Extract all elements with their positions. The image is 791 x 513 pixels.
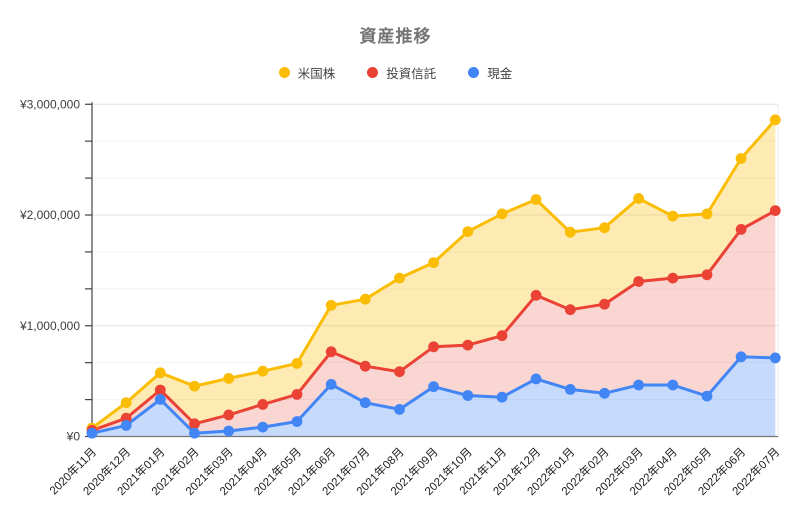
data-point[interactable] — [86, 427, 98, 439]
legend-label: 米国株 — [297, 67, 336, 81]
data-point[interactable] — [735, 224, 747, 235]
mutual-funds-swatch-icon — [367, 67, 379, 78]
data-point[interactable] — [189, 418, 200, 430]
data-point[interactable] — [633, 379, 644, 391]
data-point[interactable] — [701, 390, 713, 402]
data-point[interactable] — [599, 222, 610, 234]
data-point[interactable] — [564, 384, 576, 395]
data-point[interactable] — [394, 272, 405, 284]
data-point[interactable] — [154, 384, 166, 396]
data-point[interactable] — [735, 351, 747, 363]
data-point[interactable] — [667, 272, 679, 284]
data-point[interactable] — [496, 391, 508, 403]
data-point[interactable] — [394, 366, 405, 378]
area-band-0 — [92, 119, 776, 431]
data-point[interactable] — [291, 358, 303, 369]
data-point[interactable] — [394, 404, 405, 415]
legend-item-mutual-funds[interactable]: 投資信託 — [367, 63, 436, 82]
legend-item-us-stocks[interactable]: 米国株 — [278, 63, 336, 82]
chart-legend: 米国株 投資信託 現金 — [0, 63, 791, 82]
data-point[interactable] — [291, 416, 303, 427]
data-point[interactable] — [633, 193, 644, 204]
us-stocks-swatch-icon — [278, 67, 290, 78]
data-point[interactable] — [257, 421, 269, 433]
data-point[interactable] — [769, 352, 781, 364]
data-point[interactable] — [462, 339, 474, 351]
data-point[interactable] — [154, 367, 166, 379]
chart-title: 資産推移 — [359, 27, 432, 46]
legend-label: 投資信託 — [386, 67, 437, 81]
data-point[interactable] — [667, 379, 679, 391]
data-point[interactable] — [291, 389, 303, 400]
area-band-1 — [92, 210, 776, 434]
data-point[interactable] — [633, 276, 644, 287]
data-point[interactable] — [325, 346, 337, 358]
cash-swatch-icon — [468, 67, 480, 78]
data-point[interactable] — [530, 289, 542, 301]
data-point[interactable] — [223, 409, 235, 421]
area-band-2 — [92, 356, 776, 437]
data-point[interactable] — [189, 427, 200, 439]
data-point[interactable] — [496, 330, 508, 342]
y-axis-label: ¥3,000,000 — [19, 97, 80, 111]
data-point[interactable] — [120, 420, 132, 431]
data-point[interactable] — [564, 304, 576, 316]
data-point[interactable] — [189, 380, 200, 392]
data-point[interactable] — [769, 114, 781, 126]
data-point[interactable] — [428, 381, 439, 393]
data-point[interactable] — [564, 226, 576, 238]
data-point[interactable] — [325, 299, 337, 311]
data-point[interactable] — [530, 194, 542, 205]
data-point[interactable] — [530, 373, 542, 385]
data-point[interactable] — [428, 257, 439, 268]
data-point[interactable] — [325, 379, 337, 390]
data-point[interactable] — [359, 397, 371, 409]
data-point[interactable] — [735, 153, 747, 164]
data-point[interactable] — [223, 425, 235, 437]
data-point[interactable] — [223, 373, 235, 384]
data-point[interactable] — [359, 360, 371, 372]
data-point[interactable] — [462, 390, 474, 401]
data-point[interactable] — [257, 399, 269, 410]
data-point[interactable] — [120, 397, 132, 409]
data-point[interactable] — [599, 387, 610, 399]
data-point[interactable] — [257, 365, 269, 377]
data-point[interactable] — [599, 298, 610, 310]
data-point[interactable] — [462, 226, 474, 238]
y-axis-label: ¥1,000,000 — [19, 319, 80, 333]
data-point[interactable] — [428, 341, 439, 353]
y-axis-label: ¥0 — [66, 430, 81, 444]
legend-label: 現金 — [487, 67, 513, 81]
data-point[interactable] — [701, 269, 713, 281]
data-point[interactable] — [701, 208, 713, 220]
data-point[interactable] — [359, 293, 371, 305]
data-point[interactable] — [769, 205, 781, 217]
data-point[interactable] — [496, 208, 508, 220]
data-point[interactable] — [154, 394, 166, 405]
y-axis-label: ¥2,000,000 — [19, 208, 80, 222]
data-point[interactable] — [667, 210, 679, 222]
legend-item-cash[interactable]: 現金 — [468, 63, 512, 82]
